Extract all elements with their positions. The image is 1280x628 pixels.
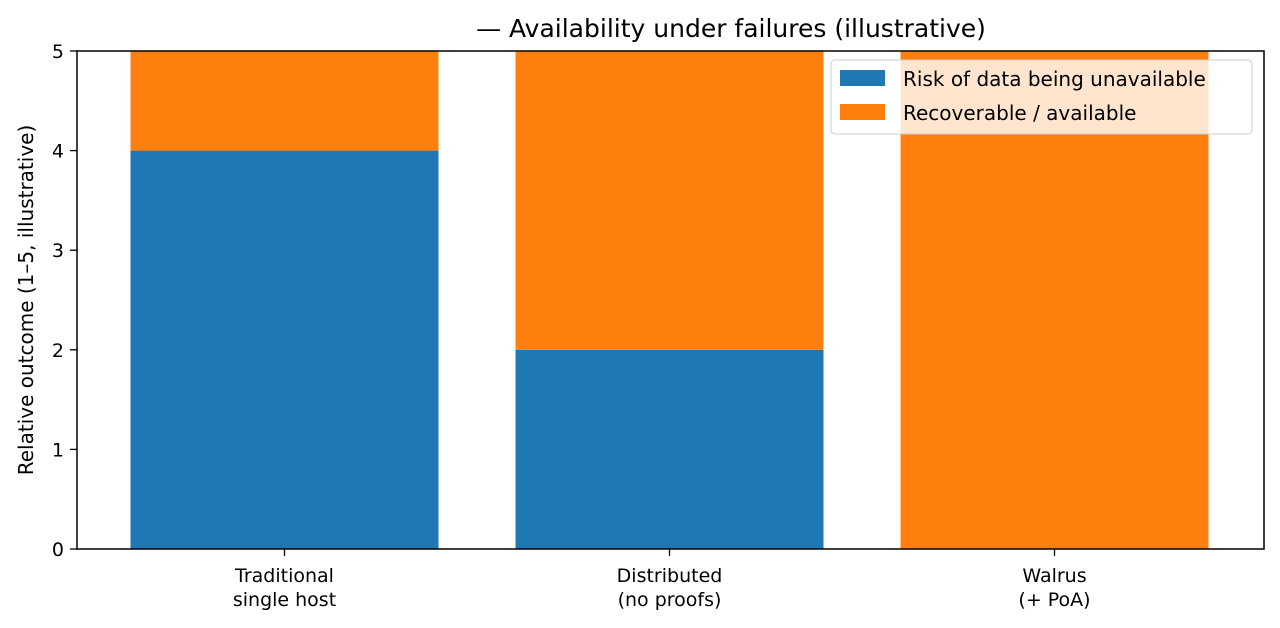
x-tick-label: Walrus [1022,565,1086,587]
y-tick-label: 0 [52,539,64,561]
x-tick-label: single host [233,589,336,611]
plot-frame [76,50,1265,550]
chart-title: — Availability under failures (illustrat… [476,14,986,43]
legend-label: Risk of data being unavailable [903,67,1206,91]
bar-segment-recoverable-2 [515,51,824,350]
y-tick-label: 4 [52,141,64,163]
x-tick-label: Traditional [234,565,334,587]
bar-segment-risk-1 [130,150,439,549]
legend-swatch [840,104,885,120]
x-tick-label: (no proofs) [618,589,722,611]
bar-segment-risk-2 [515,349,824,549]
bar-segment-recoverable-1 [130,51,439,151]
y-tick-label: 3 [52,240,64,262]
y-axis-label: Relative outcome (1–5, illustrative) [14,125,38,476]
y-axis: 0 1 2 3 4 5 [52,41,77,561]
legend-box [830,59,1253,135]
y-tick-label: 1 [52,439,64,461]
x-tick-label: (+ PoA) [1018,589,1090,611]
legend-swatch [840,70,885,86]
y-tick-label: 5 [52,41,64,63]
x-tick-label: Distributed [617,565,723,587]
legend: Risk of data being unavailable Recoverabl… [830,59,1253,135]
y-tick-label: 2 [52,340,64,362]
legend-label: Recoverable / available [903,101,1136,125]
